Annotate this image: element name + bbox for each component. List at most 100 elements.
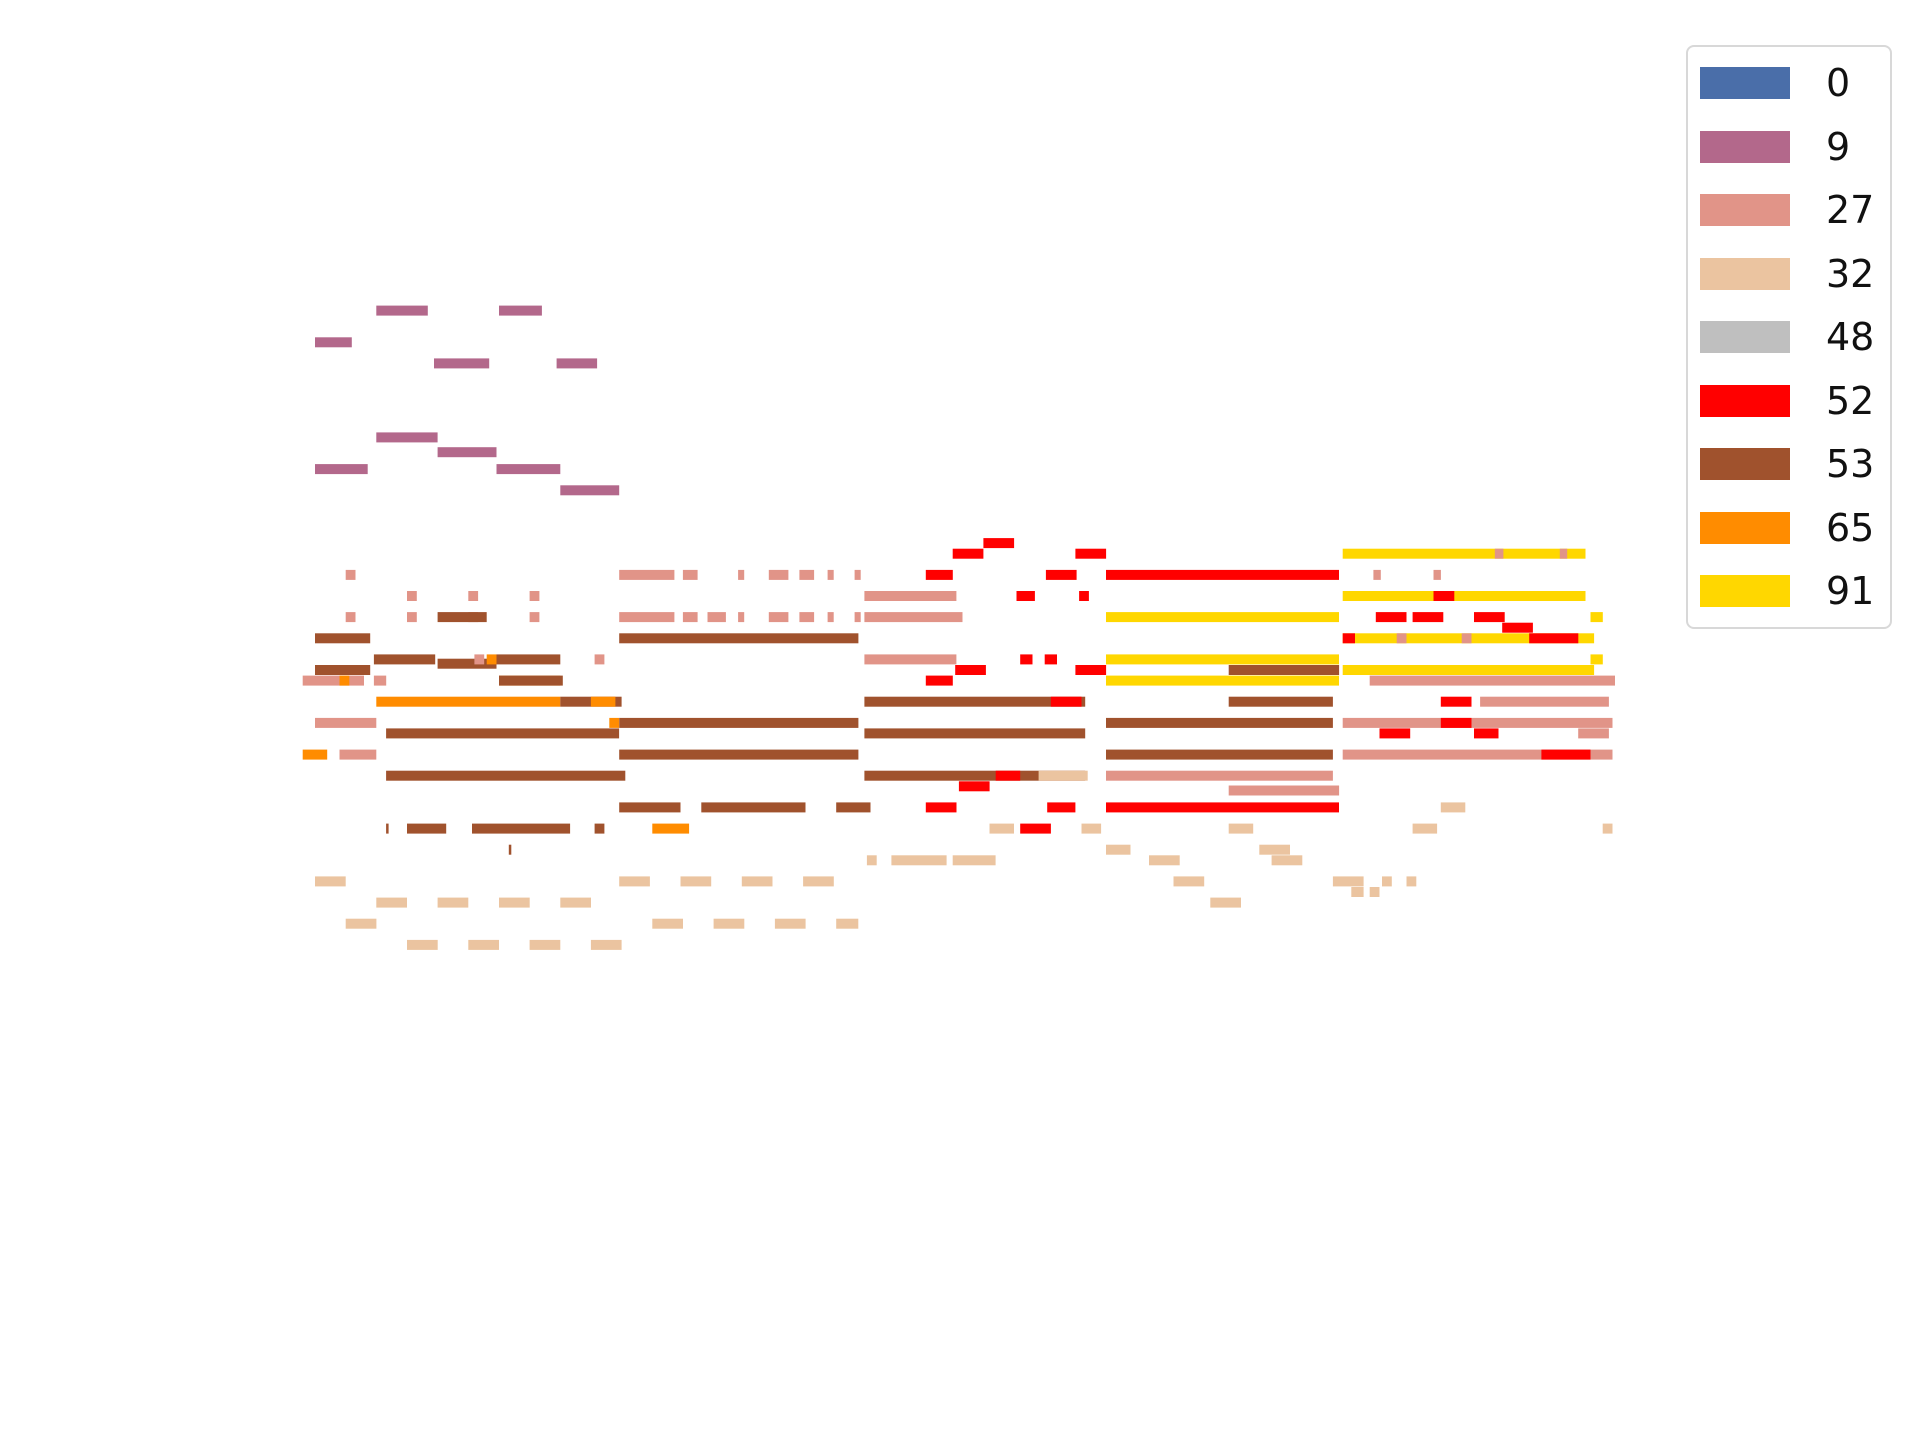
note-bar-27 xyxy=(1433,569,1441,580)
note-bar-32 xyxy=(952,855,996,866)
note-bar-52 xyxy=(1502,622,1533,633)
note-bar-52 xyxy=(1045,569,1077,580)
legend-swatch xyxy=(1700,511,1790,544)
note-bar-52 xyxy=(1047,802,1076,813)
note-bar-53 xyxy=(864,770,1086,781)
note-bar-32 xyxy=(345,918,377,929)
note-bar-27 xyxy=(594,654,605,665)
note-bar-52 xyxy=(1433,591,1455,601)
note-bar-27 xyxy=(1396,633,1407,644)
note-bar-53 xyxy=(386,770,626,781)
note-bar-32 xyxy=(1038,770,1088,781)
note-bar-27 xyxy=(682,569,698,580)
note-bar-32 xyxy=(560,897,591,908)
note-bar-32 xyxy=(619,876,650,887)
note-bar-53 xyxy=(836,802,871,813)
note-bar-32 xyxy=(1406,876,1417,887)
note-bar-53 xyxy=(472,823,571,834)
legend-swatch xyxy=(1700,448,1790,480)
note-bar-27 xyxy=(468,591,479,601)
note-bar-52 xyxy=(952,548,984,559)
note-bar-9 xyxy=(560,485,620,496)
note-bar-32 xyxy=(1081,823,1102,834)
note-bar-27 xyxy=(474,654,485,665)
note-bar-52 xyxy=(1440,717,1472,728)
legend-item-53: 53 xyxy=(1700,442,1888,486)
note-bar-53 xyxy=(496,654,561,665)
note-bar-32 xyxy=(1210,897,1241,908)
note-bar-27 xyxy=(1373,569,1381,580)
legend-label: 0 xyxy=(1826,61,1851,105)
note-bar-52 xyxy=(995,770,1021,781)
note-bar-52 xyxy=(1529,633,1579,644)
note-bar-27 xyxy=(738,569,745,580)
legend-label: 27 xyxy=(1826,188,1875,232)
note-bar-32 xyxy=(1173,876,1205,887)
note-bar-32 xyxy=(803,876,834,887)
note-bar-27 xyxy=(864,654,957,665)
note-bar-27 xyxy=(854,612,861,623)
note-bar-52 xyxy=(1106,802,1339,813)
note-bar-9 xyxy=(376,305,428,316)
legend-item-52: 52 xyxy=(1700,379,1888,423)
note-bar-32 xyxy=(499,897,530,908)
note-bar-32 xyxy=(774,918,806,929)
note-bar-27 xyxy=(339,749,377,760)
note-bar-32 xyxy=(529,939,561,950)
note-bar-9 xyxy=(315,337,352,348)
note-bar-52 xyxy=(925,675,953,686)
note-bar-65 xyxy=(609,717,620,728)
note-bar-53 xyxy=(1228,696,1333,707)
note-bar-27 xyxy=(619,612,675,623)
note-bar-52 xyxy=(1440,696,1472,707)
note-bar-9 xyxy=(437,447,497,458)
note-bar-91 xyxy=(1342,591,1586,601)
note-bar-53 xyxy=(619,749,859,760)
legend: 0 9 27 32 48 52 53 65 91 xyxy=(1686,45,1892,629)
note-bar-32 xyxy=(437,897,469,908)
note-bar-53 xyxy=(1106,717,1333,728)
note-bar-27 xyxy=(738,612,745,623)
note-bar-53 xyxy=(499,675,563,686)
note-bar-91 xyxy=(1590,654,1603,665)
note-bar-52 xyxy=(925,802,957,813)
note-bar-52 xyxy=(1020,823,1051,834)
note-bar-27 xyxy=(1559,548,1568,559)
note-bar-91 xyxy=(1106,675,1339,686)
legend-label: 48 xyxy=(1826,315,1875,359)
note-bar-53 xyxy=(508,844,512,855)
note-bar-52 xyxy=(1050,696,1082,707)
legend-swatch xyxy=(1700,321,1790,353)
legend-label: 52 xyxy=(1826,378,1875,423)
note-bar-52 xyxy=(1342,633,1355,644)
legend-item-27: 27 xyxy=(1700,188,1888,232)
note-bar-52 xyxy=(1020,654,1033,665)
note-bar-32 xyxy=(989,823,1014,834)
note-bar-53 xyxy=(315,633,371,644)
note-bar-32 xyxy=(315,876,346,887)
note-bar-27 xyxy=(1578,728,1609,739)
note-bar-27 xyxy=(1342,717,1613,728)
note-bar-52 xyxy=(1375,612,1407,623)
note-bar-32 xyxy=(713,918,745,929)
note-bar-32 xyxy=(1259,844,1290,855)
note-bar-32 xyxy=(1106,844,1131,855)
legend-label: 91 xyxy=(1826,569,1875,613)
note-bars xyxy=(302,305,1615,950)
note-bar-32 xyxy=(1228,823,1254,834)
note-bar-52 xyxy=(1075,665,1107,675)
note-bar-91 xyxy=(1342,665,1595,675)
note-bar-27 xyxy=(529,591,540,601)
note-bar-53 xyxy=(437,612,487,623)
note-bar-32 xyxy=(652,918,683,929)
note-bar-27 xyxy=(682,612,698,623)
legend-item-48: 48 xyxy=(1700,315,1888,359)
note-bar-32 xyxy=(741,876,773,887)
legend-swatch xyxy=(1700,575,1790,607)
note-bar-91 xyxy=(1590,612,1603,623)
legend-label: 32 xyxy=(1826,251,1875,296)
note-bar-53 xyxy=(594,823,605,834)
note-bar-52 xyxy=(1075,548,1107,559)
note-bar-27 xyxy=(1480,696,1609,707)
